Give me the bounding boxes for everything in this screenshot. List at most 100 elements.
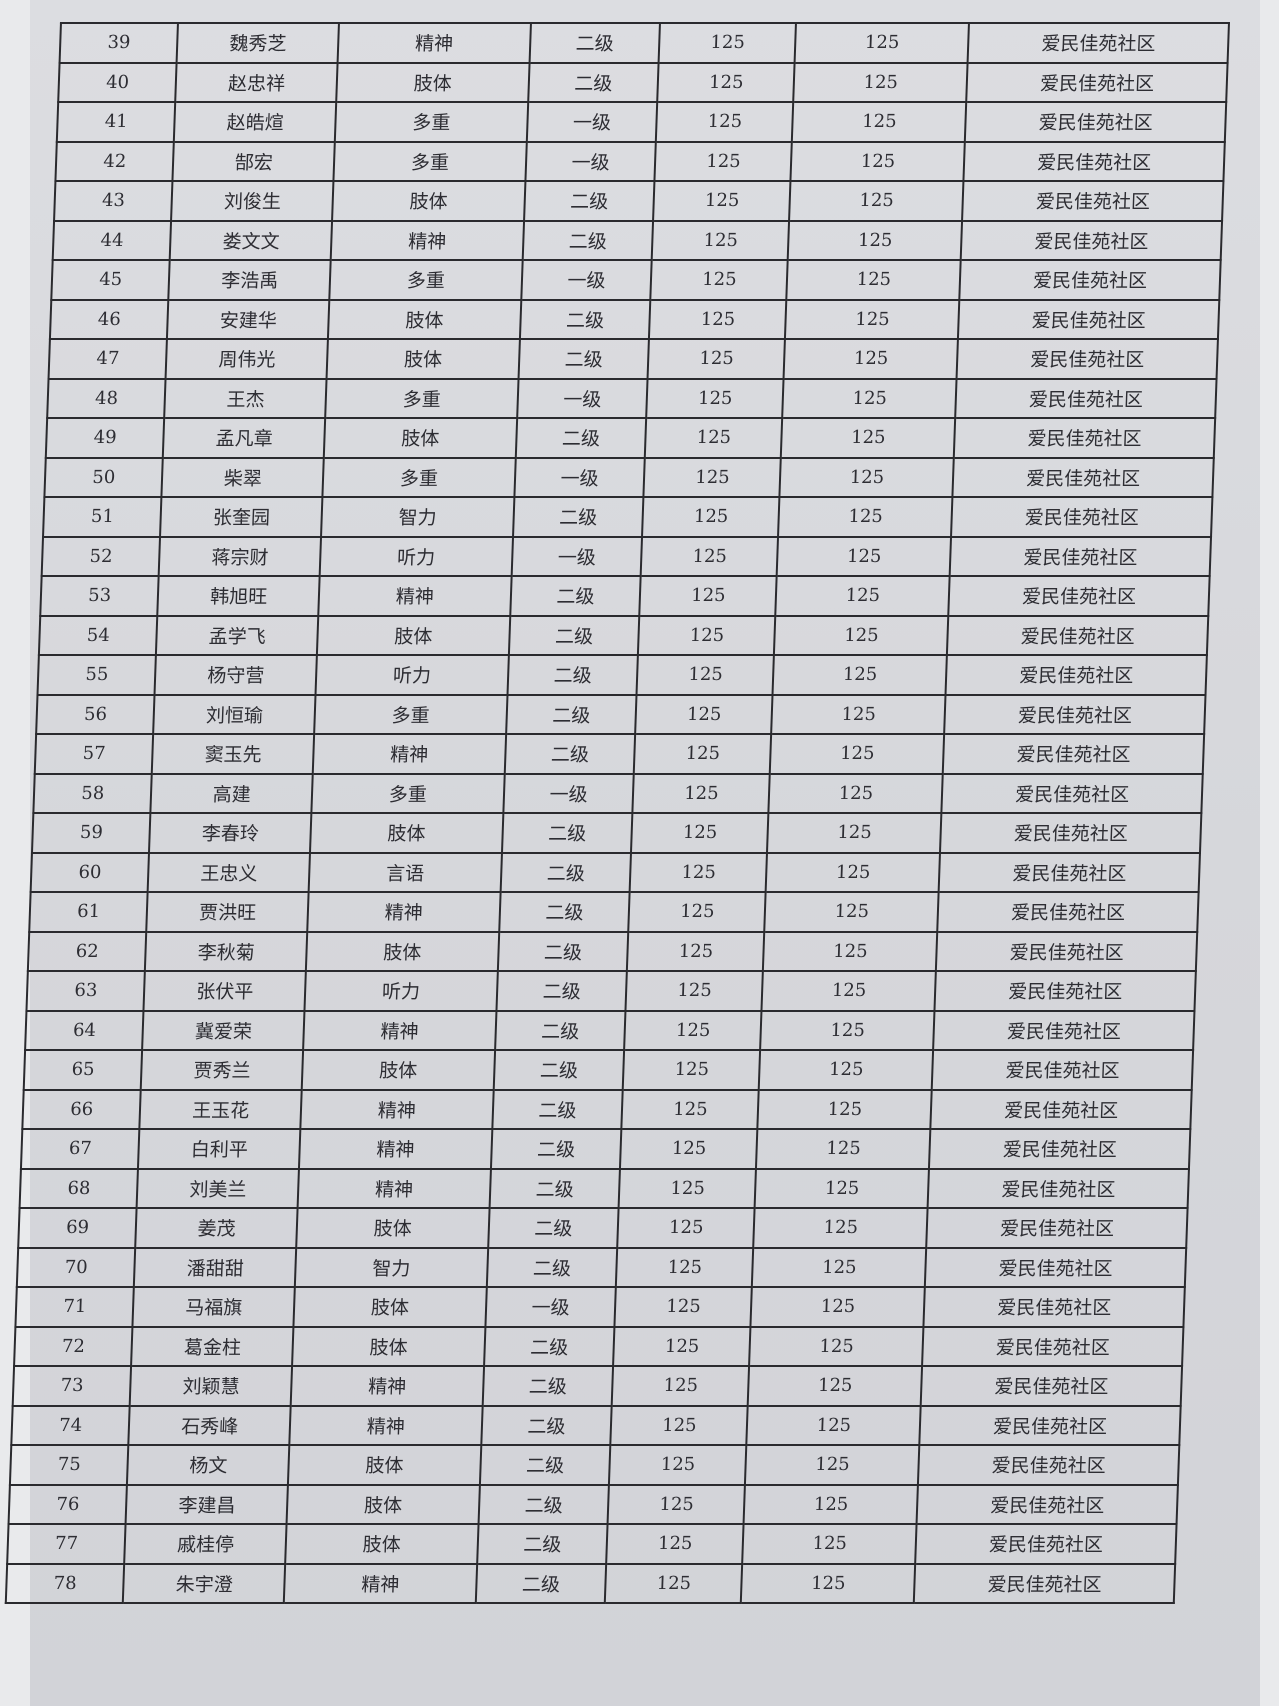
community-cell: 爱民佳苑社区 <box>959 260 1221 300</box>
disability-level-cell: 一级 <box>514 457 646 497</box>
row-number-cell: 41 <box>56 102 176 142</box>
disability-type-cell: 肢体 <box>323 418 517 458</box>
disability-level-cell: 一级 <box>503 773 635 813</box>
row-number-cell: 52 <box>41 536 161 576</box>
row-number-cell: 56 <box>36 694 155 734</box>
disability-level-cell: 一级 <box>485 1287 617 1327</box>
disability-type-cell: 肢体 <box>285 1524 479 1564</box>
table-row: 39 魏秀芝 精神 二级 125 125 爱民佳苑社区 <box>59 23 1229 63</box>
row-number-cell: 50 <box>44 457 164 497</box>
disability-level-cell: 二级 <box>494 1010 626 1050</box>
name-cell: 杨文 <box>127 1445 290 1485</box>
row-number-cell: 75 <box>9 1445 129 1485</box>
name-cell: 李春玲 <box>149 813 312 853</box>
table-row: 54 孟学飞 肢体 二级 125 125 爱民佳苑社区 <box>38 615 1209 655</box>
disability-type-cell: 精神 <box>307 892 501 932</box>
community-cell: 爱民佳苑社区 <box>950 536 1212 576</box>
amount-2-cell: 125 <box>763 931 938 971</box>
table-row: 59 李春玲 肢体 二级 125 125 爱民佳苑社区 <box>31 813 1202 853</box>
row-number-cell: 77 <box>7 1524 126 1564</box>
table-row: 67 白利平 精神 二级 125 125 爱民佳苑社区 <box>20 1129 1191 1169</box>
amount-2-cell: 125 <box>770 734 945 774</box>
disability-level-cell: 二级 <box>491 1089 624 1129</box>
amount-2-cell: 125 <box>759 1050 934 1090</box>
table-row: 76 李建昌 肢体 二级 125 125 爱民佳苑社区 <box>8 1484 1178 1524</box>
row-number-cell: 58 <box>33 773 153 813</box>
amount-1-cell: 125 <box>642 497 780 537</box>
amount-1-cell: 125 <box>627 931 765 971</box>
amount-1-cell: 125 <box>617 1208 755 1248</box>
name-cell: 王忠义 <box>148 852 311 892</box>
amount-1-cell: 125 <box>634 734 772 774</box>
amount-2-cell: 125 <box>790 141 966 181</box>
amount-2-cell: 125 <box>750 1287 926 1327</box>
community-cell: 爱民佳苑社区 <box>925 1247 1187 1287</box>
row-number-cell: 68 <box>19 1168 139 1208</box>
amount-1-cell: 125 <box>657 62 795 102</box>
amount-2-cell: 125 <box>771 694 946 734</box>
amount-1-cell: 125 <box>628 892 766 932</box>
amount-1-cell: 125 <box>613 1326 751 1366</box>
amount-1-cell: 125 <box>643 457 782 497</box>
amount-2-cell: 125 <box>767 813 942 853</box>
amount-2-cell: 125 <box>757 1089 933 1129</box>
name-cell: 贾洪旺 <box>146 892 309 932</box>
table-row: 51 张奎园 智力 二级 125 125 爱民佳苑社区 <box>43 497 1213 537</box>
table-row: 41 赵皓煊 多重 一级 125 125 爱民佳苑社区 <box>56 102 1227 142</box>
amount-2-cell: 125 <box>777 536 952 576</box>
name-cell: 贾秀兰 <box>141 1050 304 1090</box>
community-cell: 爱民佳苑社区 <box>948 576 1210 616</box>
disability-type-cell: 肢体 <box>296 1208 490 1248</box>
disability-type-cell: 精神 <box>312 734 506 774</box>
name-cell: 白利平 <box>138 1129 301 1169</box>
amount-2-cell: 125 <box>743 1484 919 1524</box>
amount-2-cell: 125 <box>749 1326 924 1366</box>
amount-2-cell: 125 <box>741 1563 916 1603</box>
disability-level-cell: 二级 <box>483 1326 615 1366</box>
disability-level-cell: 二级 <box>500 852 632 892</box>
disability-type-cell: 精神 <box>300 1089 494 1129</box>
row-number-cell: 45 <box>51 260 171 300</box>
amount-2-cell: 125 <box>792 102 967 142</box>
row-number-cell: 74 <box>11 1405 131 1445</box>
disability-level-cell: 二级 <box>478 1484 610 1524</box>
table-row: 53 韩旭旺 精神 二级 125 125 爱民佳苑社区 <box>40 576 1210 616</box>
name-cell: 姜茂 <box>135 1208 298 1248</box>
amount-2-cell: 125 <box>746 1405 922 1445</box>
disability-level-cell: 二级 <box>519 299 651 339</box>
disability-level-cell: 二级 <box>527 62 660 102</box>
disability-type-cell: 肢体 <box>332 181 526 221</box>
table-row: 72 葛金柱 肢体 二级 125 125 爱民佳苑社区 <box>14 1326 1184 1366</box>
community-cell: 爱民佳苑社区 <box>919 1405 1181 1445</box>
table-row: 63 张伏平 听力 二级 125 125 爱民佳苑社区 <box>26 971 1196 1011</box>
name-cell: 张伏平 <box>143 971 306 1011</box>
amount-1-cell: 125 <box>632 773 771 813</box>
community-cell: 爱民佳苑社区 <box>927 1168 1189 1208</box>
amount-2-cell: 125 <box>772 655 948 695</box>
amount-2-cell: 125 <box>794 23 970 63</box>
amount-1-cell: 125 <box>641 536 779 576</box>
table-row: 71 马福旗 肢体 一级 125 125 爱民佳苑社区 <box>15 1287 1185 1327</box>
community-cell: 爱民佳苑社区 <box>941 773 1203 813</box>
amount-2-cell: 125 <box>753 1208 928 1248</box>
community-cell: 爱民佳苑社区 <box>947 615 1209 655</box>
row-number-cell: 48 <box>47 378 166 418</box>
amount-1-cell: 125 <box>650 260 789 300</box>
amount-1-cell: 125 <box>612 1366 750 1406</box>
row-number-cell: 66 <box>22 1089 142 1129</box>
name-cell: 李建昌 <box>125 1484 289 1524</box>
table-row: 75 杨文 肢体 二级 125 125 爱民佳苑社区 <box>9 1445 1180 1485</box>
amount-1-cell: 125 <box>624 1010 762 1050</box>
community-cell: 爱民佳苑社区 <box>936 931 1198 971</box>
disability-level-cell: 二级 <box>523 181 655 221</box>
table-row: 57 窦玉先 精神 二级 125 125 爱民佳苑社区 <box>34 734 1205 774</box>
disability-type-cell: 多重 <box>314 694 508 734</box>
amount-2-cell: 125 <box>742 1524 917 1564</box>
table-row: 66 王玉花 精神 二级 125 125 爱民佳苑社区 <box>22 1089 1192 1129</box>
amount-1-cell: 125 <box>609 1445 747 1485</box>
name-cell: 杨守营 <box>154 655 317 695</box>
disability-level-cell: 二级 <box>497 931 629 971</box>
community-cell: 爱民佳苑社区 <box>934 971 1196 1011</box>
name-cell: 王玉花 <box>139 1089 302 1129</box>
amount-2-cell: 125 <box>793 62 968 102</box>
